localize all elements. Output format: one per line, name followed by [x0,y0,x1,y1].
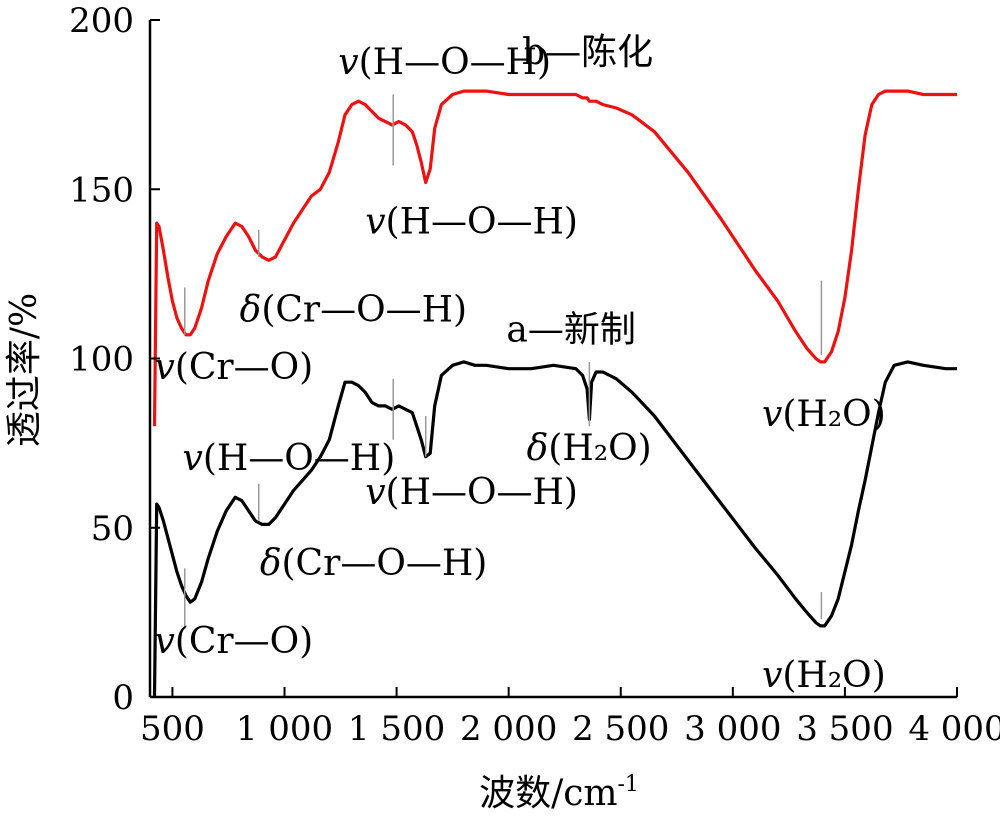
series-b-line [152,89,957,427]
axes: 500 1 000 1 500 2 000 2 500 3 000 3 500 4 000 0… [69,1,1000,749]
band-symbol: δ [527,428,549,469]
x-ticks: 500 1 000 1 500 2 000 2 500 3 000 3 500 4 000 [140,687,1000,749]
band-assignment: (Cr—O—H) [282,543,488,584]
band-symbol: δ [260,543,282,584]
x-tick-label: 4 000 [908,709,1000,749]
band-annotation: δ(Cr—O—H) [240,289,467,330]
band-assignment: (H₂O) [782,655,885,696]
series-label: b—陈化 [522,32,653,73]
x-tick-label: 1 000 [236,709,333,749]
band-annotation: v(H—O—H) [365,472,578,513]
band-symbol: v [365,201,385,242]
band-symbol: v [338,42,358,83]
band-symbol: v [154,347,174,388]
x-tick-label: 500 [140,709,205,749]
band-assignment: (Cr—O) [175,621,313,662]
band-assignment: (Cr—O—H) [261,289,467,330]
y-ticks: 0 50 100 150 200 [69,1,160,718]
band-symbol: v [183,438,203,479]
annotations: v(H—O—H)v(H—O—H)δ(Cr—O—H)v(Cr—O)v(H—O—H)… [154,42,885,696]
x-tick-label: 2 500 [572,709,669,749]
band-assignment: (H—O—H) [203,438,395,479]
x-tick-label: 1 500 [348,709,445,749]
band-assignment: (H—O—H) [386,472,578,513]
x-tick-label: 3 000 [684,709,781,749]
band-annotation: v(H—O—H) [183,438,396,479]
y-tick-label: 100 [69,340,134,380]
x-axis-title-text: 波数/cm [479,773,617,814]
annotation-lines [183,94,823,630]
x-axis-title-superscript: -1 [618,772,639,797]
band-symbol: v [154,621,174,662]
x-tick-label: 3 500 [796,709,893,749]
band-annotation: δ(Cr—O—H) [260,543,487,584]
y-tick-label: 150 [69,170,134,210]
labels: b—陈化 a—新制 [506,32,653,351]
band-annotation: v(H₂O) [762,655,886,696]
band-annotation: v(H—O—H) [338,42,551,83]
series-a-line [152,360,957,698]
band-annotation: δ(H₂O) [527,428,652,469]
y-tick-label: 200 [69,1,134,41]
band-assignment: (H—O—H) [386,201,578,242]
y-tick-label: 0 [112,678,134,718]
band-assignment: (H₂O) [782,394,885,435]
band-symbol: v [762,394,782,435]
band-annotation: v(Cr—O) [154,347,313,388]
band-annotation: v(H₂O) [762,394,886,435]
band-annotation: v(H—O—H) [365,201,578,242]
band-assignment: (H₂O) [548,428,651,469]
band-symbol: v [365,472,385,513]
y-axis-title: 透过率/% [4,293,45,447]
band-assignment: (H—O—H) [359,42,551,83]
curves [152,89,957,698]
x-tick-label: 2 000 [460,709,557,749]
band-symbol: δ [240,289,262,330]
band-symbol: v [762,655,782,696]
series-label: a—新制 [506,310,635,351]
band-assignment: (Cr—O) [175,347,313,388]
band-annotation: v(Cr—O) [154,621,313,662]
y-tick-label: 50 [91,509,134,549]
x-axis-title: 波数/cm-1 [479,772,639,814]
